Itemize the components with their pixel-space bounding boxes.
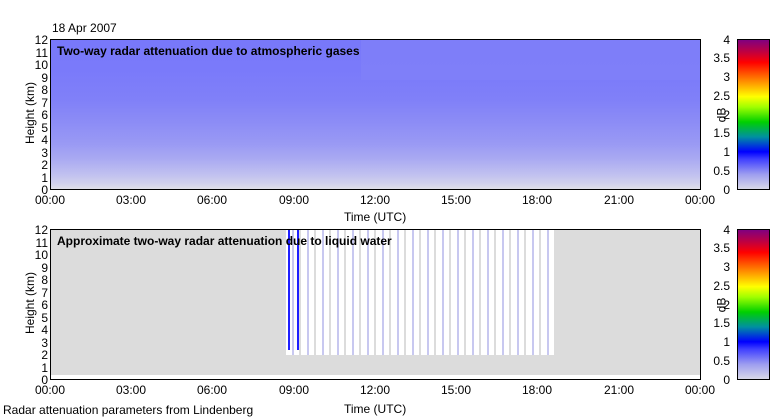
x-tick: 03:00 — [115, 193, 147, 207]
upper-layer-shade — [361, 40, 700, 80]
y-tick: 8 — [41, 83, 48, 97]
y-tick: 11 — [35, 235, 48, 250]
streak-strong — [297, 230, 299, 350]
cb-tick: 2.5 — [713, 279, 730, 293]
y-tick: 3 — [41, 335, 48, 350]
y-axis-title-1: Height (km) — [23, 82, 37, 145]
x-tick: 18:00 — [521, 383, 553, 397]
y-tick: 12 — [34, 33, 48, 47]
x-tick: 12:00 — [359, 193, 391, 207]
y-tick: 0 — [41, 373, 48, 387]
x-tick: 06:00 — [196, 193, 228, 207]
x-axis-title-1: Time (UTC) — [344, 210, 407, 224]
y-tick: 12 — [34, 223, 48, 237]
x-tick: 00:00 — [34, 383, 66, 397]
gas-attenuation-plot: Two-way radar attenuation due to atmosph… — [50, 39, 701, 190]
y-tick: 7 — [41, 285, 48, 300]
y-tick: 10 — [34, 58, 48, 72]
y-tick: 8 — [41, 273, 48, 287]
y-tick: 2 — [41, 348, 48, 362]
colorbar-2-label: dB — [714, 297, 729, 313]
colorbar-2 — [737, 229, 770, 380]
y-tick: 2 — [41, 158, 48, 172]
x-tick: 18:00 — [521, 193, 553, 207]
ground-strip — [51, 375, 700, 379]
x-tick: 09:00 — [278, 383, 310, 397]
cb-tick: 0.5 — [713, 354, 730, 368]
y-tick: 10 — [34, 248, 48, 262]
y-tick: 6 — [41, 298, 48, 312]
cb-tick: 3 — [723, 260, 730, 274]
y-axis-title-2: Height (km) — [23, 272, 37, 335]
cb-tick: 0 — [723, 183, 730, 197]
y-tick: 0 — [41, 183, 48, 197]
cb-tick: 1 — [723, 145, 730, 159]
x-tick: 12:00 — [359, 383, 391, 397]
x-tick: 09:00 — [278, 193, 310, 207]
x-tick: 21:00 — [603, 193, 635, 207]
y-tick: 5 — [41, 120, 48, 135]
cb-tick: 0.5 — [713, 164, 730, 178]
date-label: 18 Apr 2007 — [52, 21, 117, 35]
x-tick: 00:00 — [34, 193, 66, 207]
y-tick: 6 — [41, 108, 48, 122]
cb-tick: 2.5 — [713, 89, 730, 103]
y-tick: 9 — [41, 260, 48, 275]
cb-tick: 2 — [723, 108, 730, 122]
x-tick: 15:00 — [440, 383, 472, 397]
y-tick: 1 — [41, 170, 48, 185]
cb-tick: 0 — [723, 373, 730, 387]
cb-tick: 4 — [723, 223, 730, 237]
plot-title: Approximate two-way radar attenuation du… — [57, 234, 392, 248]
cb-tick: 3.5 — [713, 51, 730, 65]
colorbar-1 — [737, 39, 770, 190]
liquid-attenuation-plot: Approximate two-way radar attenuation du… — [50, 229, 701, 380]
cb-tick: 1 — [723, 335, 730, 349]
x-tick: 00:00 — [684, 193, 716, 207]
y-tick: 7 — [41, 95, 48, 110]
x-tick: 21:00 — [603, 383, 635, 397]
y-tick: 1 — [41, 360, 48, 375]
y-tick: 4 — [41, 323, 48, 337]
x-axis-title-2: Time (UTC) — [344, 402, 407, 416]
cb-tick: 4 — [723, 33, 730, 47]
x-tick: 00:00 — [684, 383, 716, 397]
cb-tick: 3.5 — [713, 241, 730, 255]
cb-tick: 1.5 — [713, 126, 730, 140]
x-tick: 15:00 — [440, 193, 472, 207]
streak-strong — [288, 230, 290, 350]
y-tick: 11 — [35, 45, 48, 60]
x-tick: 03:00 — [115, 383, 147, 397]
footer-note: Radar attenuation parameters from Linden… — [3, 403, 254, 417]
x-tick: 06:00 — [196, 383, 228, 397]
colorbar-1-label: dB — [714, 107, 729, 123]
liquid-streaks — [286, 230, 556, 355]
plot-title: Two-way radar attenuation due to atmosph… — [57, 44, 360, 58]
y-tick: 9 — [41, 70, 48, 85]
y-tick: 3 — [41, 145, 48, 160]
y-tick: 4 — [41, 133, 48, 147]
cb-tick: 3 — [723, 70, 730, 84]
cb-tick: 1.5 — [713, 316, 730, 330]
cb-tick: 2 — [723, 298, 730, 312]
y-tick: 5 — [41, 310, 48, 325]
